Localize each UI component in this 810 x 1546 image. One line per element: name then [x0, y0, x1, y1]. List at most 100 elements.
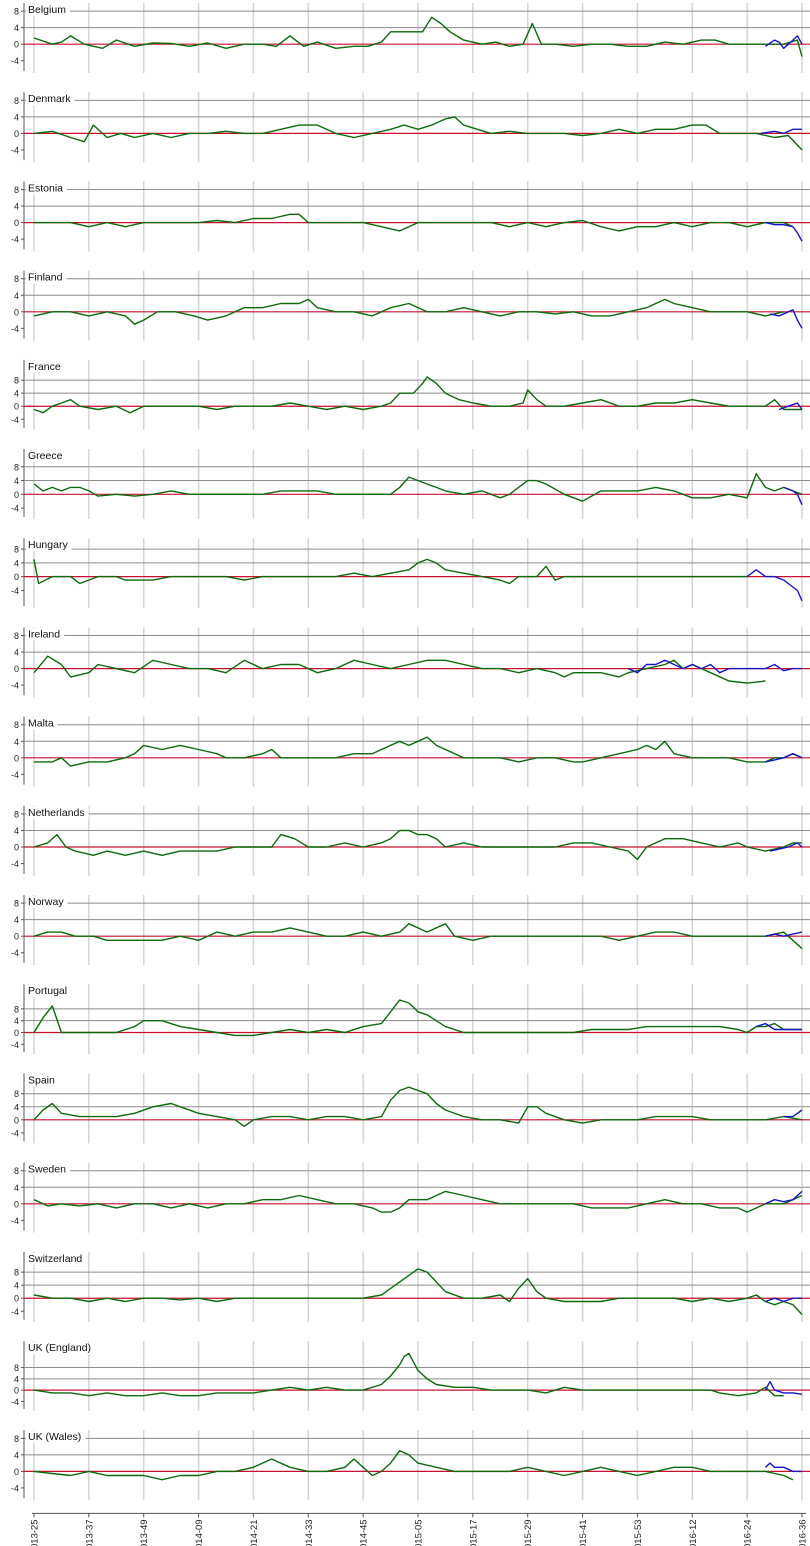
corrected-series-line: [764, 1462, 802, 1473]
observed-series-line: [33, 1086, 803, 1127]
country-label-background: [26, 806, 89, 819]
country-label-background: [26, 360, 65, 373]
panel-finland: 8 4 0 -4 Finland: [11, 270, 810, 341]
corrected-series-line: [765, 931, 803, 937]
observed-series-line: [34, 213, 794, 232]
y-tick-label: -4: [11, 1483, 19, 1493]
y-tick-label: 0: [14, 572, 19, 582]
country-label: Denmark: [28, 93, 71, 105]
panel-uk-wales-: 8 4 0 -4 UK (Wales): [11, 1430, 810, 1501]
country-label: UK (Wales): [28, 1431, 81, 1443]
panel-denmark: 8 4 0 -4 Denmark: [11, 92, 810, 163]
y-tick-label: 8: [14, 631, 19, 641]
x-tick-label: 2015-05: [414, 1519, 425, 1546]
country-label-background: [26, 271, 67, 284]
y-tick-label: 8: [14, 899, 19, 909]
corrected-series-line: [765, 35, 803, 49]
observed-series-line: [33, 1450, 794, 1481]
observed-series-line: [33, 1352, 784, 1397]
x-tick-label: 2013-37: [84, 1519, 95, 1546]
corrected-series-line: [769, 842, 803, 852]
country-label: Greece: [28, 450, 63, 462]
y-tick-label: 0: [14, 490, 19, 500]
corrected-series-line: [764, 1380, 803, 1395]
y-tick-label: -4: [11, 681, 19, 691]
y-tick-label: 8: [14, 1363, 19, 1373]
x-tick-label: 2016-12: [688, 1519, 699, 1546]
country-label-background: [26, 1163, 70, 1176]
corrected-series-line: [760, 128, 802, 135]
y-tick-label: -4: [11, 1397, 19, 1407]
corrected-series-line: [765, 1190, 803, 1205]
country-label-background: [26, 628, 65, 641]
y-tick-label: -4: [11, 504, 19, 514]
corrected-series-line: [783, 486, 803, 505]
y-tick-label: 0: [14, 129, 19, 139]
observed-series-line: [33, 923, 803, 950]
y-tick-label: 8: [14, 809, 19, 819]
y-tick-label: 0: [14, 1294, 19, 1304]
country-label-background: [26, 1074, 59, 1087]
country-label: Hungary: [28, 539, 68, 551]
panel-switzerland: 8 4 0 -4 Switzerland: [11, 1251, 810, 1322]
corrected-series-line: [628, 659, 802, 674]
y-tick-label: -4: [11, 586, 19, 596]
observed-series-line: [33, 829, 802, 861]
country-label: Switzerland: [28, 1253, 82, 1265]
x-tick-label: 2015-17: [468, 1519, 479, 1546]
x-tick-label: 2013-49: [139, 1519, 150, 1546]
panel-uk-england-: 84 0-4 UK (England): [11, 1341, 810, 1411]
country-label: Ireland: [28, 628, 60, 640]
corrected-series-line: [778, 402, 803, 411]
country-label-background: [26, 717, 58, 730]
y-tick-label: 8: [14, 1166, 19, 1176]
country-label-background: [26, 1342, 96, 1354]
country-label: Belgium: [28, 4, 66, 16]
y-tick-label: -4: [11, 859, 19, 869]
y-tick-label: 4: [14, 826, 19, 836]
country-label: Norway: [28, 896, 64, 908]
corrected-series-line: [765, 1297, 802, 1303]
corrected-series-line: [746, 569, 803, 602]
y-tick-label: 0: [14, 40, 19, 50]
x-tick-label: 2016-36: [798, 1519, 809, 1546]
panel-norway: 8 4 0 -4 Norway: [11, 895, 810, 965]
country-label: Netherlands: [28, 807, 85, 819]
y-tick-label: 4: [14, 558, 19, 568]
x-tick-label: 2015-53: [633, 1519, 644, 1546]
y-tick-label: 4: [14, 915, 19, 925]
country-label-background: [26, 450, 67, 462]
y-tick-label: 4: [14, 23, 19, 33]
y-tick-label: 8: [14, 1268, 19, 1278]
y-tick-label: -4: [11, 1216, 19, 1226]
corrected-series-line: [765, 753, 803, 763]
y-tick-label: 0: [14, 932, 19, 942]
y-tick-label: -4: [11, 1307, 19, 1317]
observed-series-line: [33, 558, 748, 585]
y-tick-label: -4: [11, 235, 19, 245]
observed-series-line: [33, 376, 802, 414]
country-label: Portugal: [28, 985, 67, 997]
corrected-series-line: [756, 1022, 802, 1031]
y-tick-label: -4: [11, 56, 19, 66]
y-tick-label: 0: [14, 1028, 19, 1038]
country-label-background: [26, 182, 68, 195]
y-tick-label: 4: [14, 1281, 19, 1291]
y-tick-label: -4: [11, 415, 19, 425]
y-tick-label: 4: [14, 291, 19, 301]
y-tick-label: 0: [14, 402, 19, 412]
y-tick-label: 8: [14, 185, 19, 195]
panel-spain: 8 4 0 -4 Spain: [11, 1073, 810, 1144]
panel-estonia: 8 4 0 -4 Estonia: [11, 181, 810, 252]
y-tick-label: -4: [11, 948, 19, 958]
y-tick-label: 8: [14, 1089, 19, 1099]
y-tick-label: 8: [14, 7, 19, 17]
country-label-background: [26, 896, 68, 908]
y-tick-label: 4: [14, 1102, 19, 1112]
x-axis: 2013-25 2013-37 2013-49 2014-09 2014-21 2014-…: [30, 1512, 809, 1546]
y-tick-label: 0: [14, 843, 19, 853]
y-tick-label: 0: [14, 218, 19, 228]
y-tick-label: 4: [14, 1374, 19, 1384]
corrected-series-line: [769, 309, 803, 329]
x-tick-label: 2015-29: [523, 1519, 534, 1546]
